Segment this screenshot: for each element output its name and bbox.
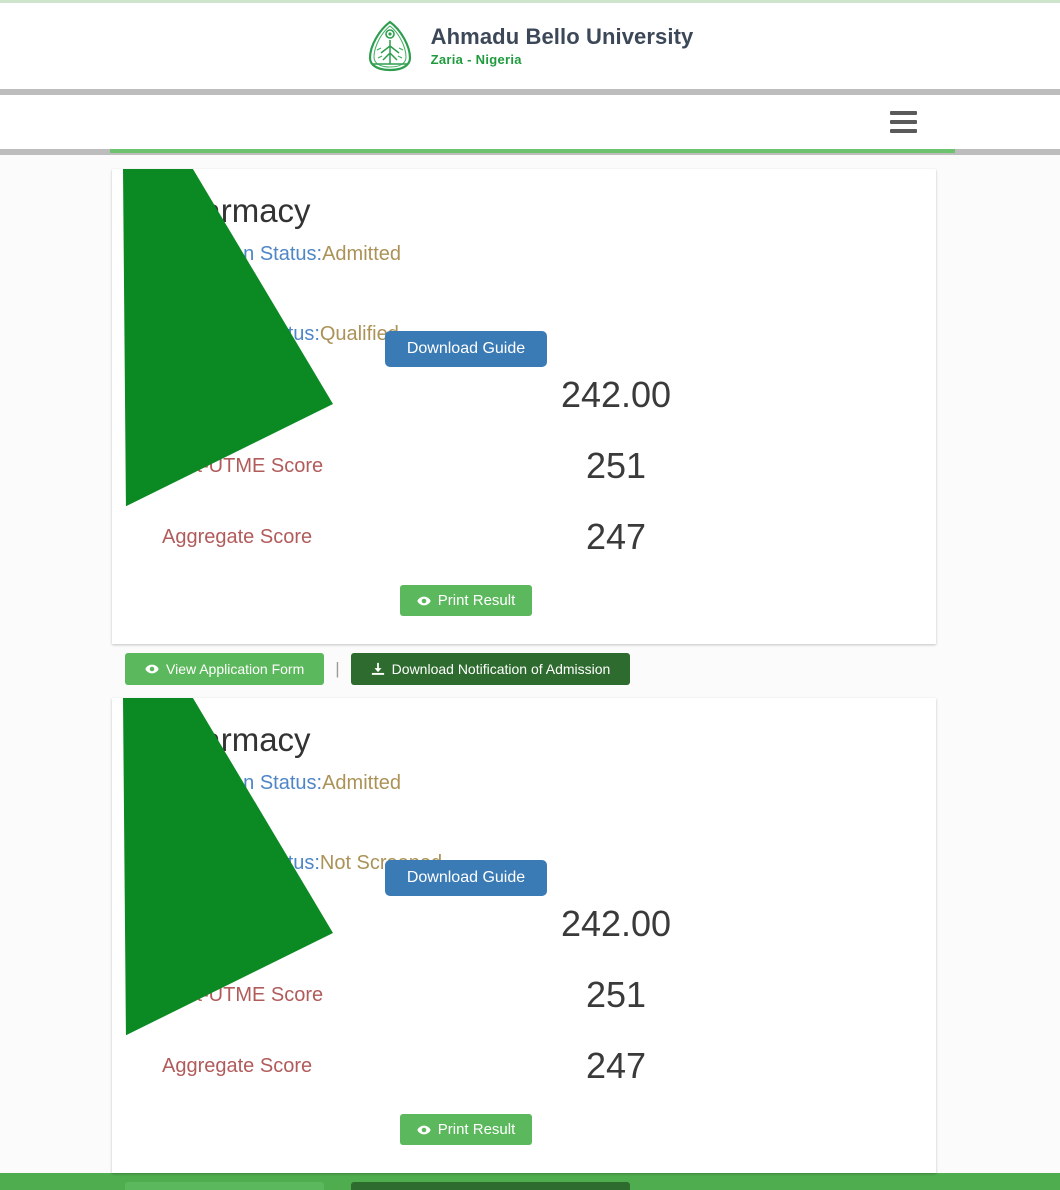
admission-card: Pharmacy Admission Status:Admitted Scree… <box>112 698 936 1173</box>
score-label: Post-UTME Score <box>162 455 324 477</box>
score-value: 247 <box>585 1045 647 1087</box>
masthead-text-block: Ahmadu Bello University Zaria - Nigeria <box>430 23 694 67</box>
admission-status-value: Admitted <box>322 772 402 795</box>
score-row: Aggregate Score 247 <box>162 501 906 573</box>
score-value: 247 <box>585 516 647 558</box>
admission-status-value: Admitted <box>322 243 402 266</box>
university-name: Ahmadu Bello University <box>430 23 694 49</box>
admission-status: Admission Status:Admitted <box>162 243 906 265</box>
print-result-button[interactable]: Print Result <box>399 585 533 616</box>
course-title: Pharmacy <box>162 192 311 229</box>
university-masthead: Ahmadu Bello University Zaria - Nigeria <box>0 3 1060 89</box>
download-guide-button[interactable]: Download Guide <box>384 860 548 896</box>
content-area: Pharmacy Admission Status:Admitted Scree… <box>0 155 1060 1190</box>
card-body: Pharmacy Admission Status:Admitted Scree… <box>112 169 936 644</box>
admission-status: Admission Status:Admitted <box>162 772 906 794</box>
score-value: 242.00 <box>560 903 672 945</box>
score-row: UTME Score 242.00 <box>162 888 906 960</box>
top-rail-divider <box>0 89 1060 95</box>
score-label: Aggregate Score <box>162 1055 313 1077</box>
score-label: UTME Score <box>162 913 277 935</box>
card-action-bar: View Application Form | Download Notific… <box>125 1182 631 1190</box>
university-crest-icon <box>367 20 413 72</box>
score-row: Post-UTME Score 251 <box>162 960 906 1030</box>
card-action-bar: View Application Form | Download Notific… <box>125 653 631 685</box>
action-bar-separator: | <box>335 659 340 678</box>
view-application-form-button[interactable]: View Application Form <box>125 1182 325 1190</box>
view-application-form-button[interactable]: View Application Form <box>125 653 325 685</box>
eye-icon <box>417 594 431 608</box>
university-location: Zaria - Nigeria <box>430 51 522 67</box>
eye-icon <box>417 1123 431 1137</box>
admission-card: Pharmacy Admission Status:Admitted Scree… <box>112 169 936 644</box>
action-bar-separator: | <box>324 1188 350 1190</box>
download-icon <box>371 662 385 676</box>
screening-status-value: Qualified <box>319 323 399 346</box>
eye-icon <box>145 662 159 676</box>
download-notification-label: Download Notification of Admission <box>391 661 611 677</box>
score-value: 251 <box>585 974 647 1016</box>
admission-status-label: Admission Status: <box>162 772 323 795</box>
print-result-wrap: Print Result <box>162 1114 906 1145</box>
view-application-form-label: View Application Form <box>166 661 305 677</box>
score-table: UTME Score 242.00 Post-UTME Score 251 Ag… <box>162 359 906 573</box>
score-label: Post-UTME Score <box>162 984 324 1006</box>
score-label: Aggregate Score <box>162 526 313 548</box>
hamburger-bar-2 <box>890 120 917 124</box>
print-result-label: Print Result <box>437 1121 516 1138</box>
course-title: Pharmacy <box>162 721 311 758</box>
hamburger-menu-icon[interactable] <box>890 111 917 133</box>
score-label: UTME Score <box>162 384 277 406</box>
download-guide-button[interactable]: Download Guide <box>384 331 548 367</box>
score-value: 242.00 <box>560 374 672 416</box>
download-guide-wrap: Download Guide <box>162 331 906 367</box>
print-result-label: Print Result <box>437 592 516 609</box>
score-row: Aggregate Score 247 <box>162 1030 906 1102</box>
print-result-wrap: Print Result <box>162 585 906 616</box>
download-notification-button[interactable]: Download Notification of Admission <box>350 653 631 685</box>
hamburger-bar-3 <box>890 129 917 133</box>
card-body: Pharmacy Admission Status:Admitted Scree… <box>112 698 936 1173</box>
navigation-bar <box>110 95 955 153</box>
admission-status-label: Admission Status: <box>162 243 323 266</box>
download-guide-wrap: Download Guide <box>162 860 906 896</box>
score-table: UTME Score 242.00 Post-UTME Score 251 Ag… <box>162 888 906 1102</box>
download-notification-button[interactable]: Download Notification of Admission <box>350 1182 631 1190</box>
score-row: Post-UTME Score 251 <box>162 431 906 501</box>
score-row: UTME Score 242.00 <box>162 359 906 431</box>
print-result-button[interactable]: Print Result <box>399 1114 533 1145</box>
score-value: 251 <box>585 445 647 487</box>
hamburger-bar-1 <box>890 111 917 115</box>
